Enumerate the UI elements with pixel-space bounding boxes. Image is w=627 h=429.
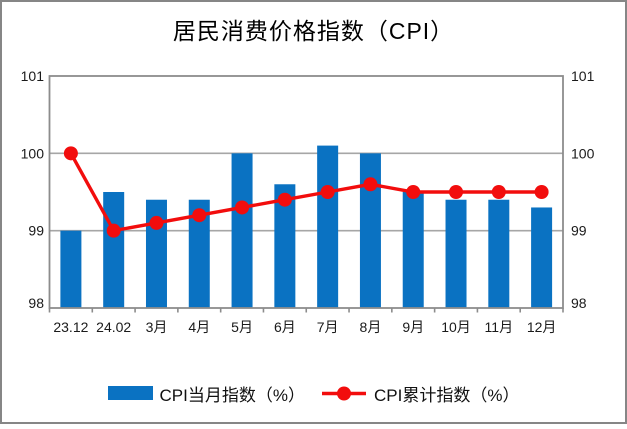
line-point [363, 177, 378, 192]
bar [488, 199, 510, 308]
x-axis-label: 5月 [231, 319, 253, 335]
x-axis-label: 12月 [527, 319, 557, 335]
line-point [491, 185, 506, 199]
y-axis-label-right: 100 [571, 145, 595, 161]
bar [231, 153, 253, 308]
line-point [277, 192, 292, 207]
legend-label: CPI累计指数（%） [374, 385, 520, 405]
line-point [406, 185, 421, 199]
x-axis-label: 8月 [360, 319, 382, 335]
y-axis-label-right: 98 [571, 295, 587, 311]
x-axis-label: 3月 [146, 319, 168, 335]
legend-label: CPI当月指数（%） [159, 385, 305, 405]
bar-series-swatch-icon [107, 386, 153, 400]
y-axis-label-right: 99 [571, 223, 587, 239]
line-point [320, 185, 335, 199]
x-axis-label: 7月 [317, 319, 339, 335]
x-axis-label: 9月 [402, 319, 424, 335]
bar [317, 145, 339, 308]
legend-item-line-series: CPI累计指数（%） [321, 381, 519, 406]
legend-item-bar-series: CPI当月指数（%） [107, 381, 305, 406]
y-axis-label-left: 100 [21, 145, 45, 161]
y-axis-label-left: 101 [21, 68, 45, 84]
x-axis-label: 10月 [441, 319, 471, 335]
cpi-chart: 98 98 99 99 100 100 101 101 23.12 24.02 3月 4月 5月 6月 7月… [21, 68, 595, 335]
cumulative-line [69, 152, 542, 233]
bar [445, 199, 467, 308]
x-axis-label: 23.12 [53, 319, 88, 335]
bar [274, 184, 296, 308]
x-axis-label: 24.02 [96, 319, 131, 335]
line-point [449, 185, 464, 199]
line-point [534, 185, 549, 199]
x-axis-label: 4月 [188, 319, 210, 335]
chart-title: 居民消费价格指数（CPI） [172, 18, 455, 44]
chart-legend: CPI当月指数（%） CPI累计指数（%） [0, 380, 627, 406]
line-point [149, 215, 164, 230]
x-axis-label: 11月 [485, 319, 514, 335]
y-axis-label-left: 98 [28, 295, 44, 311]
bar [60, 230, 82, 308]
bar [402, 192, 424, 308]
y-axis-label-left: 99 [28, 223, 44, 239]
line-point [192, 208, 207, 223]
bar [531, 207, 553, 308]
line-series-marker-icon [322, 386, 366, 400]
line-point [106, 223, 121, 238]
line-point [235, 200, 250, 215]
x-axis-label: 6月 [274, 319, 296, 335]
bar [359, 153, 381, 308]
bar [103, 192, 125, 308]
bar [188, 199, 210, 308]
line-point [63, 146, 78, 161]
y-axis-label-right: 101 [571, 68, 595, 84]
